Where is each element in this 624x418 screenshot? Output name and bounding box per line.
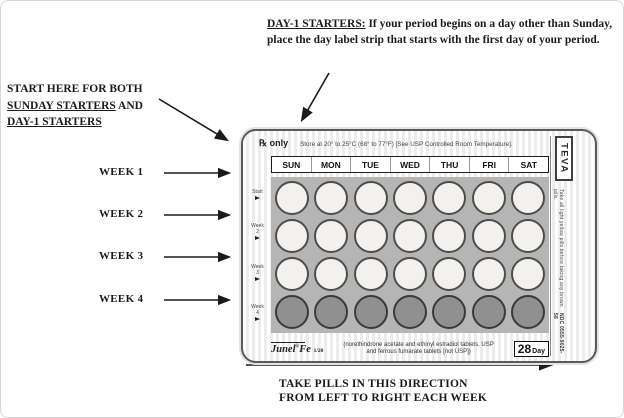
active-pill (471, 181, 506, 215)
active-pill (353, 181, 388, 215)
row-mini-arrow-icon (255, 195, 260, 200)
teva-logo: TEVA (555, 136, 573, 181)
day-header-fri: FRI (470, 157, 510, 172)
pack-description: (norethindrone acetate and ethinyl estra… (343, 341, 494, 356)
active-pill (314, 219, 349, 253)
day1-starters-heading: DAY-1 STARTERS: (267, 18, 366, 30)
start-here-line2: SUNDAY STARTERS AND (7, 99, 143, 112)
side-rotated-text: Take all light yellow pills before takin… (552, 189, 564, 357)
pack-top-bar: ℞ only Store at 20° to 25°C (68° to 77°F… (259, 138, 541, 149)
blister-grid (271, 177, 549, 333)
active-pill (314, 257, 349, 291)
brand-logo: Junel®Fe 1/20 (271, 341, 324, 355)
active-pill (432, 181, 467, 215)
28-day-badge: 28 Day (513, 341, 549, 357)
week-2-label: WEEK 2 (99, 208, 144, 220)
active-pill (275, 181, 309, 215)
start-here-note: START HERE FOR BOTH SUNDAY STARTERS AND … (7, 81, 187, 131)
row-mini-label-3: Week 3 (245, 264, 270, 281)
iron-pill (471, 295, 506, 329)
iron-pill (275, 295, 309, 329)
day-header-sun: SUN (272, 157, 312, 172)
day1-starters-arrow (300, 72, 330, 123)
iron-pill (392, 295, 427, 329)
pill-row-week-1 (275, 181, 545, 215)
rx-only-label: ℞ only (259, 138, 289, 148)
pill-row-week-3 (275, 257, 545, 291)
direction-caption: TAKE PILLS IN THIS DIRECTION FROM LEFT T… (279, 378, 488, 405)
active-pill (353, 257, 388, 291)
ndc-number: NDC 0555-9025-58 (552, 313, 564, 354)
active-pill (510, 181, 545, 215)
row-mini-label-1: Start (245, 189, 270, 200)
active-pill (432, 219, 467, 253)
side-instruction-text: Take all light yellow pills before takin… (552, 189, 564, 307)
day-header-sat: SAT (520, 159, 537, 170)
row-mini-arrow-icon (255, 317, 260, 322)
iron-pill (432, 295, 467, 329)
row-label-column: Start Week 2 Week 3 Week 4 (245, 177, 270, 333)
active-pill (432, 257, 467, 291)
start-here-line3: DAY-1 STARTERS (7, 116, 102, 129)
week-1-label: WEEK 1 (99, 166, 144, 178)
day-strip: SUN MON TUE WED THU FRI SAT (271, 156, 549, 173)
iron-pill (510, 295, 545, 329)
active-pill (510, 219, 545, 253)
brand-strength: 1/20 (313, 347, 324, 354)
storage-instructions: Store at 20° to 25°C (68° to 77°F) [See … (300, 141, 513, 148)
active-pill (353, 219, 388, 253)
day-header-wed: WED (391, 157, 431, 172)
active-pill (392, 181, 427, 215)
row-mini-label-2: Week 2 (245, 223, 270, 241)
pill-pack: ℞ only Store at 20° to 25°C (68° to 77°F… (241, 129, 597, 363)
side-divider (550, 136, 551, 356)
iron-pill (314, 295, 349, 329)
day-header-mon: MON (312, 157, 352, 172)
active-pill (392, 257, 427, 291)
day1-starters-body: If your period begins on a day other tha… (267, 18, 613, 46)
pack-bottom-bar: Junel®Fe 1/20 (norethindrone acetate and… (271, 336, 549, 361)
active-pill (471, 219, 506, 253)
active-pill (314, 181, 349, 215)
day-header-tue: TUE (351, 157, 391, 172)
day-header-thu: THU (430, 157, 470, 172)
active-pill (471, 257, 506, 291)
active-pill (275, 219, 309, 253)
row-mini-arrow-icon (255, 276, 260, 281)
day1-starters-note: DAY-1 STARTERS: If your period begins on… (267, 17, 619, 49)
active-pill (275, 257, 309, 291)
start-here-line1: START HERE FOR BOTH (7, 83, 143, 95)
row-mini-arrow-icon (255, 236, 260, 241)
week-4-label: WEEK 4 (99, 293, 144, 305)
active-pill (510, 257, 545, 291)
pill-row-week-4 (275, 295, 545, 329)
active-pill (392, 219, 427, 253)
row-mini-label-4: Week 4 (245, 304, 270, 322)
iron-pill (353, 295, 388, 329)
week-3-label: WEEK 3 (99, 250, 144, 262)
pill-row-week-2 (275, 219, 545, 253)
